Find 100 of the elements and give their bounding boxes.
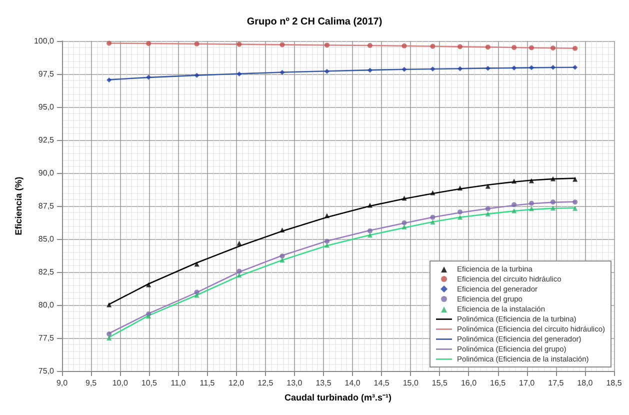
point	[106, 332, 112, 337]
point	[485, 66, 490, 71]
point	[550, 176, 556, 182]
point	[528, 65, 534, 70]
point	[402, 43, 407, 48]
y-tick-label: 87,5	[38, 202, 55, 210]
x-tick-label: 9,0	[56, 378, 68, 388]
point	[485, 211, 490, 216]
point	[512, 202, 517, 208]
point	[485, 206, 490, 212]
point	[236, 272, 242, 278]
point	[324, 213, 330, 218]
y-tick-label: 100,0	[34, 36, 55, 46]
point	[572, 206, 578, 211]
x-tick-label: 12,0	[228, 378, 245, 388]
x-tick-label: 15,5	[432, 378, 448, 388]
point	[458, 209, 463, 214]
point	[458, 186, 463, 191]
point	[194, 262, 200, 267]
point	[367, 202, 372, 208]
point	[550, 205, 556, 210]
point	[280, 254, 285, 259]
y-axis-title: Eficiencia (%)	[14, 176, 24, 236]
point	[528, 178, 534, 184]
point	[528, 45, 534, 50]
y-tick-label: 77,5	[38, 334, 55, 342]
point	[324, 42, 330, 48]
point	[106, 302, 112, 308]
point	[430, 190, 436, 196]
point	[280, 257, 285, 262]
y-tick-label: 80,0	[38, 300, 55, 310]
y-tick-label: 90,0	[38, 168, 55, 178]
point	[572, 46, 578, 51]
point	[512, 178, 517, 184]
point	[550, 45, 556, 50]
x-tick-label: 17,5	[548, 378, 564, 388]
point	[572, 200, 578, 205]
point	[236, 72, 242, 76]
point	[430, 66, 436, 72]
point	[324, 68, 330, 74]
x-tick-label: 13,0	[286, 378, 303, 388]
point	[485, 184, 490, 189]
point	[367, 42, 372, 48]
x-tick-label: 14,5	[374, 378, 390, 388]
point	[528, 206, 534, 212]
y-tick-label: 85,0	[38, 234, 55, 244]
x-tick-label: 11,5	[200, 378, 216, 388]
y-tick-label: 82,5	[38, 268, 55, 276]
x-tick-label: 12,5	[258, 378, 274, 388]
point	[280, 228, 285, 233]
point	[106, 77, 112, 82]
x-tick-label: 15,0	[402, 378, 419, 388]
x-tick-label: 10,5	[141, 378, 158, 388]
point	[146, 74, 152, 80]
x-tick-label: 17,0	[519, 378, 536, 388]
x-tick-label: 14,0	[344, 378, 361, 388]
point	[236, 268, 242, 274]
point	[106, 336, 112, 340]
point	[106, 40, 112, 46]
point	[146, 41, 152, 46]
point	[512, 44, 517, 50]
point	[324, 242, 330, 248]
point	[236, 240, 242, 246]
point	[458, 66, 463, 72]
point	[367, 228, 372, 234]
point	[458, 44, 463, 50]
x-tick-label: 16,5	[490, 378, 506, 388]
point	[402, 66, 407, 72]
chart-title: Grupo nº 2 CH Calima (2017)	[246, 16, 382, 28]
point	[572, 176, 578, 182]
point	[146, 282, 152, 288]
y-tick-label: 92,5	[38, 136, 55, 144]
point	[430, 214, 436, 220]
y-tick-label: 97,5	[38, 70, 55, 78]
x-tick-label: 18,5	[606, 378, 622, 388]
point	[194, 290, 200, 295]
x-tick-label: 11,0	[170, 378, 186, 388]
point	[324, 238, 330, 244]
x-tick-label: 9,5	[85, 378, 98, 388]
point	[512, 208, 517, 214]
point	[458, 214, 463, 220]
point	[194, 72, 200, 78]
point	[402, 224, 407, 230]
y-tick-label: 75,0	[38, 366, 55, 376]
point	[550, 64, 556, 70]
x-axis-title: Caudal turbinado (m³.s⁻¹)	[284, 392, 392, 402]
point	[280, 70, 285, 75]
point	[572, 64, 578, 70]
x-tick-label: 16,0	[460, 378, 478, 388]
x-tick-label: 18,0	[577, 378, 594, 388]
point	[236, 42, 242, 47]
point	[402, 196, 407, 201]
point	[528, 200, 534, 206]
x-tick-label: 10,0	[112, 378, 128, 388]
point	[367, 232, 372, 238]
point	[430, 44, 436, 49]
x-tick-label: 13,5	[316, 378, 332, 388]
point	[512, 66, 517, 71]
point	[194, 292, 200, 298]
point	[194, 41, 200, 46]
